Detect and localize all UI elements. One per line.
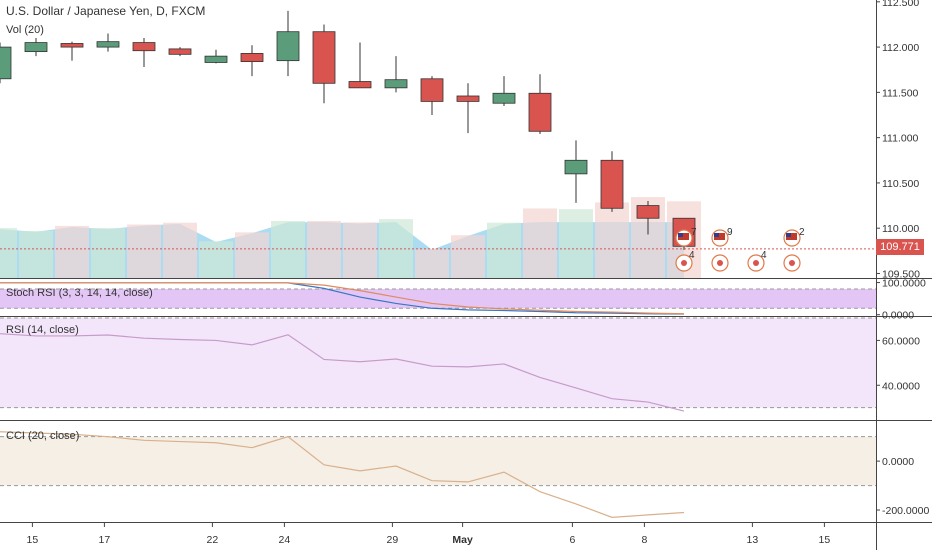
volume-bar: [307, 220, 341, 278]
volume-bar: [271, 220, 305, 278]
chart-title: U.S. Dollar / Japanese Yen, D, FXCM: [6, 4, 206, 18]
time-tick-label: 13: [747, 534, 759, 546]
time-tick-label: 15: [27, 534, 39, 546]
time-tick-label: 29: [387, 534, 399, 546]
rsi-line: [0, 333, 685, 412]
rsi-label: RSI (14, close): [6, 324, 79, 336]
volume-bar: [343, 222, 377, 278]
stoch-rsi-line: [0, 282, 685, 315]
candle-body: [0, 46, 12, 80]
candle-body: [312, 31, 336, 84]
candle-body: [492, 92, 516, 104]
us-flag-canton: [786, 233, 791, 237]
candle-body: [564, 159, 588, 175]
candle-body: [384, 79, 408, 89]
event-dot-icon: [717, 260, 723, 266]
candle-body: [96, 41, 120, 48]
cci-line: [0, 431, 685, 518]
volume-bar: [91, 228, 125, 278]
candle-body: [456, 95, 480, 102]
candle-body: [348, 81, 372, 89]
candle-body: [132, 42, 156, 52]
rsi-tick-label: 40.0000: [882, 380, 920, 392]
time-tick-label: May: [452, 534, 473, 546]
volume-bar: [127, 224, 161, 278]
volume-bar: [199, 241, 233, 278]
event-count-label: 7: [691, 227, 697, 238]
volume-bar: [0, 228, 17, 278]
event-dot-icon: [681, 260, 687, 266]
volume-bar: [559, 209, 593, 278]
volume-bar: [487, 222, 521, 278]
candle-body: [528, 92, 552, 132]
rsi-tick-label: 60.0000: [882, 335, 920, 347]
price-tick-label: 111.000: [882, 133, 919, 145]
stoch-rsi-band: [0, 289, 876, 309]
cci-label: CCI (20, close): [6, 430, 80, 442]
volume-bar: [163, 222, 197, 278]
candle-body: [24, 42, 48, 53]
candle-body: [600, 159, 624, 209]
time-tick-label: 15: [819, 534, 831, 546]
rsi-band: [0, 318, 876, 408]
event-count-label: 2: [799, 227, 805, 238]
cci-tick-label: 0.0000: [882, 456, 914, 468]
us-flag-canton: [714, 233, 719, 237]
event-count-label: 4: [689, 250, 695, 261]
volume-legend: Vol (20): [6, 24, 44, 36]
stoch-rsi-tick-label: 0.0000: [882, 310, 914, 322]
price-tick-label: 109.500: [882, 268, 920, 280]
time-tick-label: 22: [207, 534, 219, 546]
cci-tick-label: -200.0000: [882, 505, 929, 517]
price-tick-label: 111.500: [882, 87, 919, 99]
time-tick-label: 24: [279, 534, 291, 546]
volume-bar: [451, 235, 485, 278]
time-tick-label: 17: [99, 534, 111, 546]
time-tick-label: 8: [641, 534, 647, 546]
us-flag-icon: [678, 233, 689, 240]
cci-band: [0, 436, 876, 486]
time-tick-label: 6: [569, 534, 575, 546]
us-flag-canton: [678, 233, 683, 237]
volume-bar: [595, 202, 629, 278]
event-count-label: 4: [761, 250, 767, 261]
volume-bar: [415, 249, 449, 278]
volume-bar: [55, 225, 89, 278]
candle-body: [168, 48, 192, 55]
volume-bar: [523, 208, 557, 278]
event-dot-icon: [789, 260, 795, 266]
candle-body: [240, 53, 264, 62]
stoch-rsi-label: Stoch RSI (3, 3, 14, 14, close): [6, 287, 153, 299]
us-flag-icon: [714, 233, 725, 240]
candle-body: [420, 78, 444, 102]
price-tick-label: 110.000: [882, 223, 919, 235]
candle-body: [636, 205, 660, 219]
candle-body: [60, 43, 84, 48]
candle-body: [204, 55, 228, 63]
event-dot-icon: [753, 260, 759, 266]
price-tick-label: 112.500: [882, 0, 919, 9]
last-price-tag: 109.771: [876, 239, 924, 255]
price-tick-label: 110.500: [882, 178, 919, 190]
volume-bar: [19, 230, 53, 278]
price-tick-label: 112.000: [882, 42, 919, 54]
event-count-label: 9: [727, 227, 733, 238]
stoch-rsi-tick-label: 100.0000: [882, 278, 926, 290]
candle-body: [276, 31, 300, 62]
us-flag-icon: [786, 233, 797, 240]
volume-bar: [235, 232, 269, 278]
